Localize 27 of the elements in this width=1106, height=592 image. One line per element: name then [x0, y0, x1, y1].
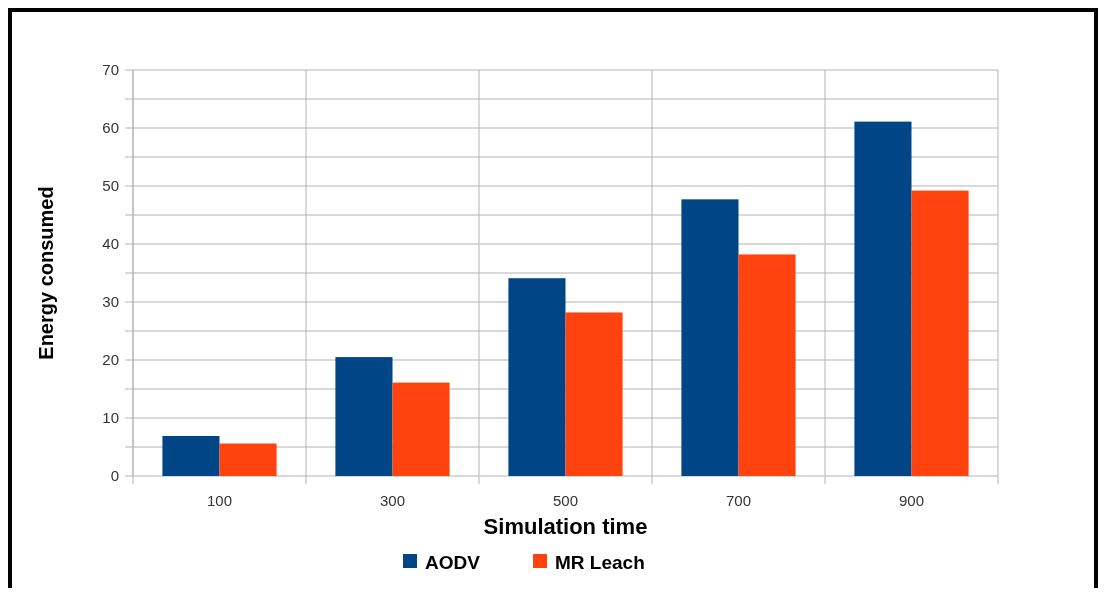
x-tick-label: 700: [725, 492, 752, 509]
bar: [162, 435, 220, 476]
y-tick-label: 10: [102, 409, 119, 427]
x-tick-label: 100: [206, 492, 233, 509]
legend-label: MR Leach: [555, 551, 645, 573]
legend-label: AODV: [425, 551, 481, 573]
y-tick-label: 0: [110, 467, 119, 485]
y-tick-label: 30: [102, 293, 119, 311]
bar: [681, 199, 739, 476]
bar: [508, 278, 566, 476]
y-tick-label: 50: [102, 177, 119, 195]
y-tick-label: 60: [102, 119, 119, 137]
bar: [219, 443, 277, 476]
y-axis-title: Energy consumed: [35, 186, 57, 360]
x-tick-label: 900: [898, 492, 925, 509]
bar: [565, 312, 623, 476]
x-axis-title: Simulation time: [483, 514, 648, 539]
bar: [738, 254, 796, 476]
y-tick-label: 70: [102, 61, 119, 79]
bar: [335, 357, 393, 476]
bar: [911, 190, 969, 476]
y-tick-label: 20: [102, 351, 119, 369]
x-tick-label: 500: [552, 492, 579, 509]
y-tick-label: 40: [102, 235, 119, 253]
x-tick-label: 300: [379, 492, 406, 509]
bar: [854, 121, 912, 476]
bar: [392, 382, 450, 476]
